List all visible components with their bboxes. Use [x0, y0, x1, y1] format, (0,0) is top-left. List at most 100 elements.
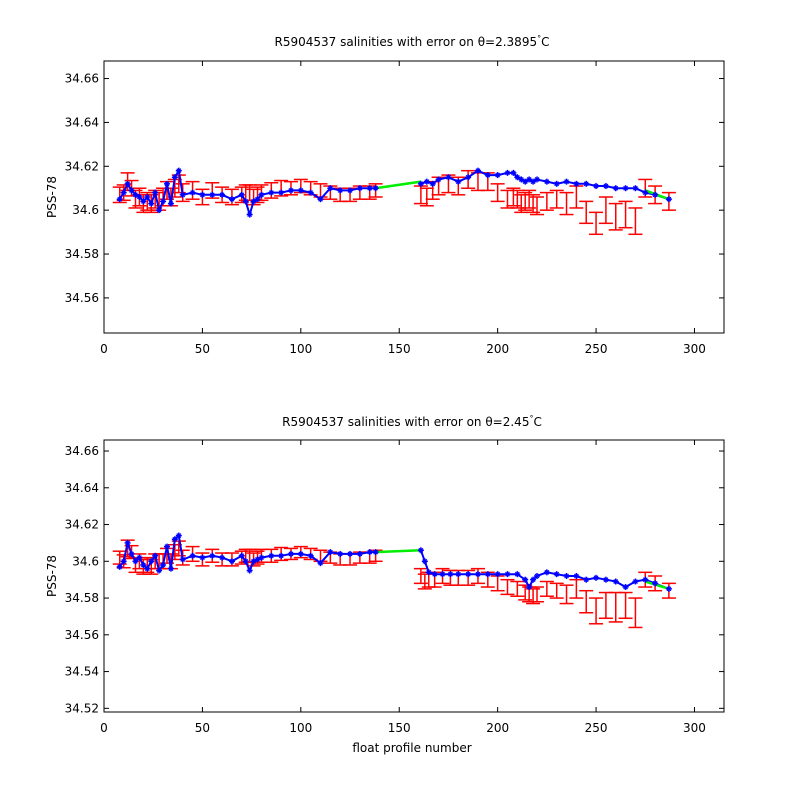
bottom-chart-data-point: [156, 567, 163, 574]
bottom-chart-data-point: [347, 550, 354, 557]
bottom-chart-y-tick-label: 34.64: [65, 481, 99, 495]
bottom-chart-x-axis-label: float profile number: [352, 741, 471, 755]
top-chart-data-point: [622, 185, 629, 192]
top-chart-data-point: [602, 183, 609, 190]
bottom-chart-y-tick-label: 34.54: [65, 665, 99, 679]
bottom-chart-data-point: [278, 552, 285, 559]
top-chart-data-point: [563, 178, 570, 185]
top-chart-data-point: [522, 178, 529, 185]
top-chart-data-point: [518, 176, 525, 183]
top-chart-errorbar: [539, 191, 554, 211]
bottom-chart-data-point: [148, 558, 155, 565]
top-chart-panel: R5904537 salinities with error on θ=2.38…: [45, 34, 725, 356]
top-chart-title: R5904537 salinities with error on θ=2.38…: [275, 34, 550, 49]
top-chart-data-point: [120, 189, 127, 196]
top-chart-x-tick-label: 250: [585, 342, 608, 356]
top-chart-data-point: [429, 180, 436, 187]
top-chart-data-point: [242, 198, 249, 205]
top-chart-data-point: [219, 191, 226, 198]
top-chart-data-point: [455, 178, 462, 185]
top-chart-data-point: [124, 180, 131, 187]
bottom-chart-data-point: [175, 532, 182, 539]
bottom-chart-data-point: [563, 573, 570, 579]
top-chart-data-point: [526, 176, 533, 183]
top-chart-x-tick-label: 150: [388, 342, 411, 356]
top-chart-data-point: [258, 191, 265, 198]
top-chart-data-point: [327, 185, 334, 192]
bottom-chart-data-point: [632, 578, 639, 585]
bottom-chart-errorbar: [618, 591, 633, 620]
bottom-chart-title: R5904537 salinities with error on θ=2.45…: [282, 414, 542, 429]
top-chart-data-point: [510, 169, 517, 176]
top-chart-data-point: [189, 189, 196, 196]
bottom-chart-data-point: [372, 549, 379, 556]
bottom-chart-panel: R5904537 salinities with error on θ=2.45…: [45, 414, 725, 755]
bottom-chart-data-point: [258, 554, 265, 561]
top-chart-data-point: [417, 180, 424, 187]
bottom-chart-ticks: 0 50 100 150 200 250 300 34.52 34.54 34.56 34.58 34…: [65, 440, 724, 735]
bottom-chart-x-tick-label: 200: [486, 721, 509, 735]
bottom-chart-data-point: [356, 550, 363, 557]
bottom-chart-data-point: [543, 569, 550, 576]
top-chart-data-point: [175, 167, 182, 174]
top-chart-x-tick-label: 200: [486, 342, 509, 356]
bottom-chart-x-tick-label: 0: [100, 721, 108, 735]
top-chart-y-axis-label: PSS-78: [45, 176, 59, 218]
top-chart-data-point: [140, 198, 147, 205]
top-chart-y-tick-label: 34.6: [72, 203, 99, 217]
bottom-chart-data-point: [246, 567, 253, 574]
top-chart-data-point: [543, 178, 550, 185]
bottom-chart-data-point: [163, 543, 170, 550]
bottom-chart-data-point: [474, 571, 481, 578]
bottom-chart-errorbar: [549, 582, 564, 599]
bottom-chart-y-axis-label: PSS-78: [45, 555, 59, 597]
top-chart-errorbar: [419, 187, 434, 207]
bottom-chart-errorbar: [569, 578, 584, 599]
bottom-chart-y-tick-label: 34.56: [65, 628, 99, 642]
top-chart-data-point: [228, 196, 235, 203]
top-chart-errorbar: [530, 196, 545, 216]
top-chart-data-point: [163, 180, 170, 187]
top-chart-data-point: [148, 200, 155, 207]
bottom-chart-data-point: [421, 558, 428, 565]
top-chart-data-point: [297, 187, 304, 194]
bottom-chart-y-tick-label: 34.66: [65, 444, 99, 458]
bottom-chart-data-point: [219, 554, 226, 561]
top-chart-errorbar: [579, 200, 594, 225]
top-chart-data-point: [356, 185, 363, 192]
top-chart-errorbar: [608, 202, 623, 231]
top-chart-data-point: [199, 191, 206, 198]
top-chart-data-point: [167, 200, 174, 207]
top-chart-data-point: [307, 189, 314, 196]
top-chart-data-point: [612, 185, 619, 192]
bottom-chart-y-tick-label: 34.58: [65, 591, 99, 605]
top-chart-data-point: [504, 169, 511, 176]
bottom-chart-data-point: [179, 556, 186, 563]
bottom-chart-data-point: [447, 571, 454, 578]
bottom-chart-data-point: [642, 576, 649, 583]
top-chart-data-point: [136, 194, 143, 200]
top-chart-x-tick-label: 100: [289, 342, 312, 356]
bottom-chart-axes-box: [103, 439, 725, 713]
bottom-chart-x-tick-label: 150: [388, 721, 411, 735]
bottom-chart-data-point: [128, 550, 135, 557]
top-chart-data-point: [238, 191, 245, 198]
top-chart-data-point: [144, 194, 151, 200]
top-chart-series-line: [118, 167, 376, 218]
top-chart-data-point: [278, 189, 285, 196]
bottom-chart-data-point: [494, 571, 501, 578]
bottom-chart-errorbar: [510, 580, 525, 597]
top-chart-data-point: [250, 198, 257, 205]
top-chart-data-point: [132, 191, 139, 198]
top-chart-y-tick-label: 34.64: [65, 115, 99, 129]
bottom-chart-data-point: [140, 561, 147, 568]
bottom-chart-data-point: [612, 578, 619, 585]
top-chart-data-point: [514, 174, 521, 181]
top-chart-y-tick-label: 34.56: [65, 291, 99, 305]
bottom-chart-y-tick-label: 34.62: [65, 518, 99, 532]
top-chart-data-point: [171, 174, 178, 181]
bottom-chart-data-point: [307, 552, 314, 559]
top-chart-data-point: [593, 183, 600, 190]
